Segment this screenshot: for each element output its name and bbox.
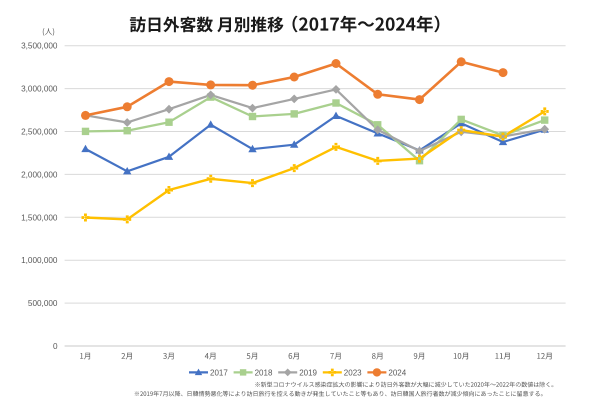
svg-text:3,500,000: 3,500,000 <box>21 42 58 51</box>
svg-text:1,500,000: 1,500,000 <box>21 213 58 222</box>
svg-text:2018: 2018 <box>255 368 273 377</box>
svg-text:3,000,000: 3,000,000 <box>21 85 58 94</box>
svg-text:2019: 2019 <box>299 368 317 377</box>
svg-text:1,000,000: 1,000,000 <box>21 256 58 265</box>
svg-text:2,500,000: 2,500,000 <box>21 128 58 137</box>
svg-text:0: 0 <box>53 342 58 351</box>
svg-text:2023: 2023 <box>344 368 362 377</box>
svg-text:2017: 2017 <box>210 368 228 377</box>
svg-text:2,000,000: 2,000,000 <box>21 170 58 179</box>
svg-text:2024: 2024 <box>388 368 406 377</box>
svg-text:500,000: 500,000 <box>28 299 58 308</box>
